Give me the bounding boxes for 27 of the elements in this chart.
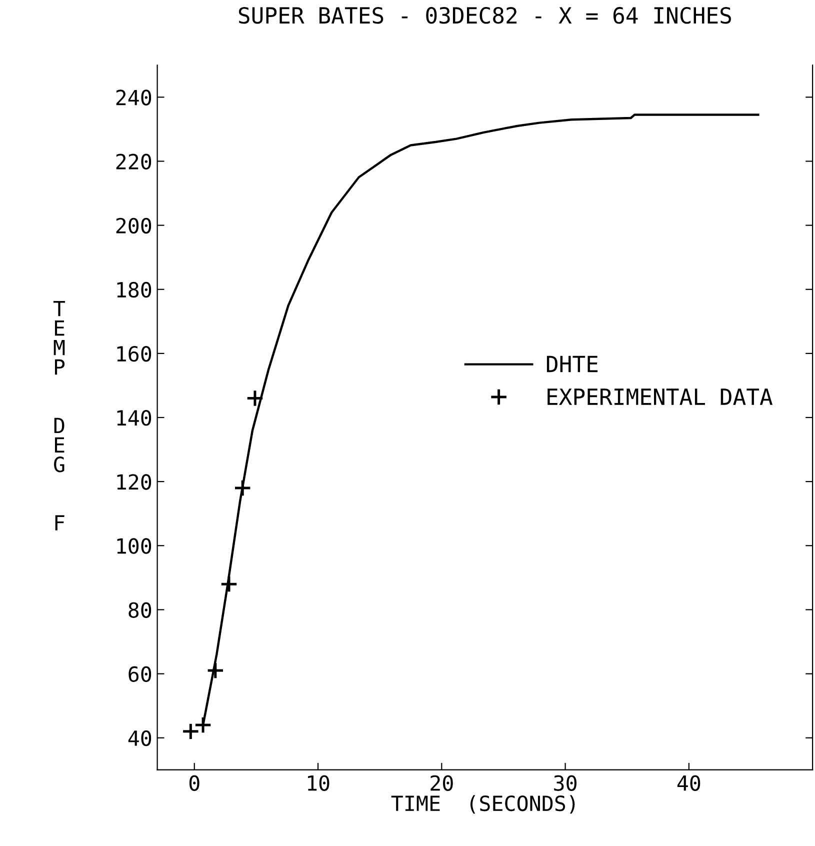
legend-label: EXPERIMENTAL DATA (548, 388, 773, 405)
y-tick-label: 120 (117, 474, 152, 490)
y-tick-label: 100 (117, 538, 152, 554)
point (234, 479, 252, 497)
x-tick-label: 10 (308, 775, 330, 791)
y-tick-label: 200 (116, 218, 152, 234)
x-tick-label: 40 (677, 775, 700, 791)
legend-label: DHTE (546, 356, 598, 372)
x-tick-label: 0 (189, 775, 200, 791)
x-tick-label: 30 (554, 775, 576, 791)
y-tick-label: 160 (117, 346, 152, 362)
x-axis-title: TIME (SECONDS) (391, 795, 575, 814)
point (206, 662, 224, 680)
point (182, 722, 200, 740)
point (246, 389, 264, 408)
text: TEMP DEG F (53, 300, 66, 530)
y-tick-label: 180 (117, 282, 152, 298)
y-tick-label: 220 (116, 154, 152, 170)
y-tick-label: 240 (116, 90, 152, 106)
point (220, 575, 238, 593)
point (194, 716, 212, 734)
x-tick-label: 20 (430, 775, 453, 791)
chart-title: SUPER BATES - 03DEC82 - X = 64 INCHES (238, 6, 731, 24)
y-tick-label: 140 (117, 410, 152, 426)
y-tick-label: 80 (128, 602, 152, 618)
y-tick-label: 60 (128, 666, 152, 682)
y-tick-label: 40 (128, 730, 152, 746)
